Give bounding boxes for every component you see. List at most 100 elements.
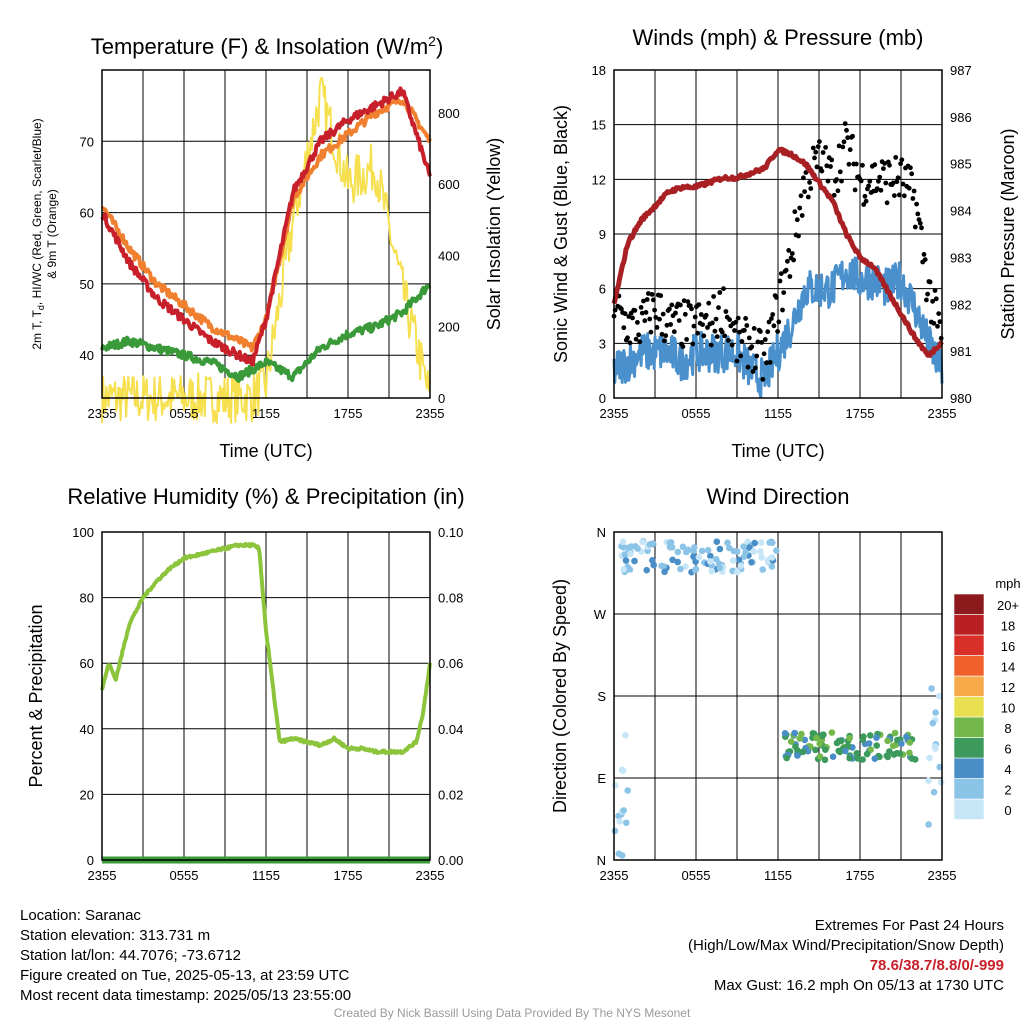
gust-point bbox=[796, 233, 801, 239]
gust-point bbox=[807, 180, 812, 185]
direction-point bbox=[682, 563, 689, 570]
extremes-info: Extremes For Past 24 Hours (High/Low/Max… bbox=[688, 916, 1004, 996]
gust-point bbox=[836, 143, 842, 149]
direction-point bbox=[799, 748, 807, 756]
direction-point bbox=[650, 561, 657, 569]
gust-point bbox=[817, 139, 822, 145]
humidity-ylabel: Percent & Precipitation bbox=[26, 604, 46, 787]
gust-point bbox=[678, 302, 683, 308]
gust-point bbox=[767, 360, 773, 365]
temperature-ylabel-line1: 2m T, Td, HI/WC (Red, Green, Scarlet/Blu… bbox=[30, 118, 46, 349]
gust-point bbox=[625, 335, 630, 341]
right-y-tick-label: 800 bbox=[438, 106, 460, 121]
gust-point bbox=[828, 164, 833, 169]
gust-point bbox=[732, 328, 737, 333]
gust-point bbox=[887, 162, 892, 168]
left-y-tick-label: 20 bbox=[80, 787, 94, 802]
direction-point bbox=[816, 753, 824, 760]
direction-point bbox=[759, 566, 766, 573]
gust-point bbox=[801, 175, 806, 181]
gust-point bbox=[691, 323, 697, 329]
gust-point bbox=[681, 298, 687, 304]
gust-point bbox=[627, 340, 633, 346]
gust-point bbox=[664, 322, 670, 328]
gust-point bbox=[898, 161, 903, 167]
gust-point bbox=[762, 337, 768, 342]
gust-point bbox=[729, 342, 735, 348]
gust-point bbox=[643, 310, 649, 315]
gust-point bbox=[774, 295, 779, 300]
gust-point bbox=[808, 186, 814, 191]
direction-point bbox=[757, 548, 764, 555]
direction-point bbox=[622, 557, 630, 564]
right-y-tick-label: 0.02 bbox=[438, 787, 463, 802]
direction-point bbox=[835, 737, 843, 745]
gust-point bbox=[861, 202, 867, 207]
x-tick-label: 2355 bbox=[88, 868, 117, 883]
series-line-td bbox=[100, 284, 432, 383]
pressure-ylabel: Station Pressure (Maroon) bbox=[998, 128, 1018, 339]
gust-point bbox=[910, 196, 916, 201]
gust-point bbox=[737, 329, 742, 335]
direction-point bbox=[658, 562, 665, 570]
direction-point bbox=[735, 556, 743, 564]
direction-point bbox=[794, 752, 801, 759]
gust-point bbox=[695, 330, 700, 336]
right-y-tick-label: 986 bbox=[950, 110, 972, 125]
right-y-tick-label: 980 bbox=[950, 391, 972, 406]
gust-point bbox=[921, 252, 927, 257]
direction-point bbox=[724, 539, 731, 547]
gust-point bbox=[738, 353, 744, 359]
gust-point bbox=[769, 316, 774, 321]
gust-point bbox=[825, 178, 831, 184]
winds-panel: Winds (mph) & Pressure (mb) 2355 0555 1155… bbox=[551, 25, 1018, 461]
direction-point bbox=[734, 568, 741, 576]
gust-point bbox=[803, 170, 809, 175]
direction-point bbox=[812, 746, 819, 754]
gust-point bbox=[646, 291, 651, 296]
x-tick-label: 2355 bbox=[600, 868, 629, 883]
gust-point bbox=[654, 325, 660, 330]
latlon-text: Station lat/lon: 44.7076; -73.6712 bbox=[20, 947, 242, 964]
right-y-tick-label: 0 bbox=[438, 391, 445, 406]
direction-point bbox=[615, 812, 622, 820]
gust-point bbox=[690, 341, 696, 347]
gust-point bbox=[633, 336, 639, 342]
direction-point bbox=[631, 557, 638, 565]
gust-point bbox=[676, 318, 682, 323]
gust-point bbox=[914, 201, 919, 207]
gust-point bbox=[739, 339, 745, 344]
gust-point bbox=[682, 311, 688, 317]
gust-point bbox=[884, 200, 890, 206]
direction-point bbox=[750, 548, 757, 555]
gust-point bbox=[622, 311, 628, 317]
gust-point bbox=[706, 300, 712, 306]
direction-point bbox=[853, 750, 861, 757]
right-y-tick-label: 981 bbox=[950, 344, 972, 359]
gust-point bbox=[743, 316, 748, 321]
gust-point bbox=[753, 365, 758, 371]
gust-point bbox=[802, 189, 807, 195]
gust-point bbox=[777, 278, 783, 284]
gust-point bbox=[689, 306, 694, 312]
direction-point bbox=[698, 547, 706, 555]
gust-point bbox=[892, 193, 897, 199]
direction-point bbox=[684, 546, 692, 554]
legend-swatch bbox=[953, 778, 985, 800]
gust-point bbox=[810, 145, 816, 151]
gust-point bbox=[924, 297, 929, 303]
gust-point bbox=[839, 178, 844, 184]
gust-point bbox=[893, 155, 899, 160]
gust-point bbox=[698, 312, 704, 317]
gust-point bbox=[783, 267, 789, 273]
gust-point bbox=[713, 316, 719, 322]
gust-point bbox=[781, 290, 787, 295]
gust-point bbox=[789, 251, 795, 256]
direction-point bbox=[769, 539, 776, 546]
direction-point bbox=[867, 746, 874, 753]
gust-point bbox=[791, 257, 796, 263]
winds-xlabel: Time (UTC) bbox=[731, 441, 824, 461]
gust-point bbox=[797, 205, 803, 211]
gust-point bbox=[647, 316, 653, 322]
